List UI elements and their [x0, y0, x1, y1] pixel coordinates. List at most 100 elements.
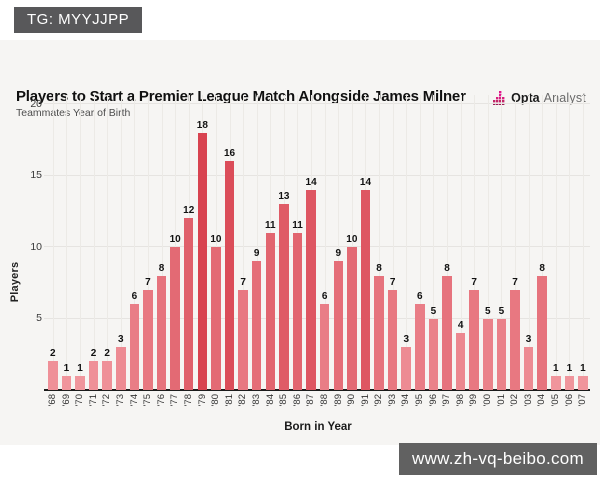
x-tick: '98 — [454, 394, 468, 420]
bar — [347, 247, 357, 390]
plot-area: 2 1 1 2 2 3 6 7 8 10 12 18 10 16 7 9 11 13 11 14 6 9 10 14 8 7 3 6 5… — [44, 95, 590, 391]
x-tick-label: '90 — [346, 394, 358, 407]
bar-column: 2 — [46, 95, 60, 390]
vertical-gridline — [514, 95, 516, 390]
bar-column: 14 — [304, 95, 318, 390]
bar-column: 10 — [209, 95, 223, 390]
bar-value-label: 1 — [63, 362, 70, 374]
x-tick: '70 — [73, 394, 87, 420]
bar-value-label: 14 — [359, 176, 372, 188]
top-strip: TG: MYYJJPP — [0, 0, 600, 40]
vertical-gridline — [107, 95, 109, 390]
bar-value-label: 1 — [580, 362, 586, 374]
x-tick: '84 — [264, 394, 278, 420]
x-tick-label: '75 — [142, 394, 154, 407]
x-tick-label: '05 — [550, 394, 562, 407]
vertical-gridline — [542, 95, 544, 390]
bar — [116, 347, 126, 390]
bar-value-label: 3 — [117, 334, 124, 346]
x-tick-label: '78 — [182, 394, 194, 407]
x-tick-label: '79 — [196, 394, 208, 407]
y-tick-label: 10 — [30, 240, 42, 253]
bar-column: 2 — [100, 95, 114, 390]
bar-column: 7 — [236, 95, 250, 390]
bar-column: 14 — [359, 95, 373, 390]
x-tick: '89 — [331, 394, 345, 420]
bar — [279, 204, 289, 390]
bar — [578, 375, 588, 390]
bar-value-label: 7 — [471, 276, 477, 288]
bar-value-label: 6 — [417, 291, 423, 303]
bar — [143, 289, 153, 390]
bar-columns: 2 1 1 2 2 3 6 7 8 10 12 18 10 16 7 9 11 13 11 14 6 9 10 14 8 7 3 6 5… — [46, 95, 590, 390]
bar — [537, 275, 547, 390]
x-tick-label: '84 — [264, 394, 276, 407]
bar-value-label: 8 — [376, 262, 382, 274]
bar-column: 6 — [318, 95, 332, 390]
vertical-gridline — [120, 95, 122, 390]
x-tick: '96 — [427, 394, 441, 420]
x-tick-label: '07 — [577, 394, 589, 407]
bar-value-label: 3 — [525, 334, 532, 346]
vertical-gridline — [324, 95, 326, 390]
bar — [75, 375, 85, 390]
x-tick: '95 — [413, 394, 427, 420]
x-tick-label: '98 — [454, 394, 466, 407]
bar-value-label: 11 — [265, 219, 276, 231]
vertical-gridline — [161, 95, 163, 390]
x-tick: '81 — [223, 394, 237, 420]
bar-value-label: 6 — [131, 291, 138, 303]
x-tick-label: '04 — [536, 394, 548, 407]
bar-column: 3 — [399, 95, 413, 390]
bar-value-label: 14 — [305, 176, 317, 188]
x-tick: '71 — [87, 394, 101, 420]
bar — [48, 361, 58, 390]
bar — [333, 261, 344, 390]
bar-value-label: 10 — [169, 234, 181, 245]
vertical-gridline — [147, 95, 149, 390]
bar-value-label: 7 — [512, 276, 518, 288]
bar-value-label: 1 — [552, 362, 559, 374]
bar — [455, 332, 466, 390]
x-tick: '75 — [141, 394, 155, 420]
x-tick: '92 — [372, 394, 386, 420]
bar-value-label: 5 — [498, 305, 505, 317]
bar-column: 3 — [522, 95, 536, 390]
vertical-gridline — [487, 95, 489, 390]
bar — [183, 218, 194, 390]
bar — [61, 375, 72, 390]
y-tick-label: 20 — [30, 97, 42, 110]
x-tick: '79 — [196, 394, 210, 420]
bar — [265, 232, 276, 390]
vertical-gridline — [555, 95, 557, 390]
vertical-gridline — [66, 95, 68, 390]
x-tick-label: '69 — [60, 394, 72, 407]
x-tick: '85 — [277, 394, 291, 420]
bar-value-label: 7 — [389, 276, 396, 288]
vertical-gridline — [52, 95, 54, 390]
bar — [170, 247, 180, 390]
x-tick-label: '80 — [210, 394, 222, 407]
bar-column: 8 — [440, 95, 454, 390]
bar — [401, 347, 411, 390]
x-tick-label: '70 — [74, 394, 86, 407]
x-tick: '06 — [563, 394, 577, 420]
bar-value-label: 16 — [223, 148, 236, 160]
bar-column: 11 — [264, 95, 278, 390]
bar — [415, 304, 425, 390]
x-tick-label: '02 — [509, 394, 521, 407]
x-tick-label: '74 — [128, 394, 140, 407]
vertical-gridline — [93, 95, 95, 390]
x-tick-label: '93 — [386, 394, 398, 407]
bar-value-label: 13 — [278, 191, 290, 203]
x-tick-label: '01 — [495, 394, 507, 407]
bar-column: 8 — [155, 95, 169, 390]
vertical-gridline — [433, 95, 435, 390]
x-tick-label: '71 — [87, 394, 99, 407]
vertical-gridline — [175, 95, 177, 390]
vertical-gridline — [134, 95, 136, 390]
x-tick-label: '06 — [563, 394, 575, 407]
bar-value-label: 11 — [292, 219, 303, 231]
bar — [292, 232, 303, 390]
x-tick: '05 — [549, 394, 563, 420]
